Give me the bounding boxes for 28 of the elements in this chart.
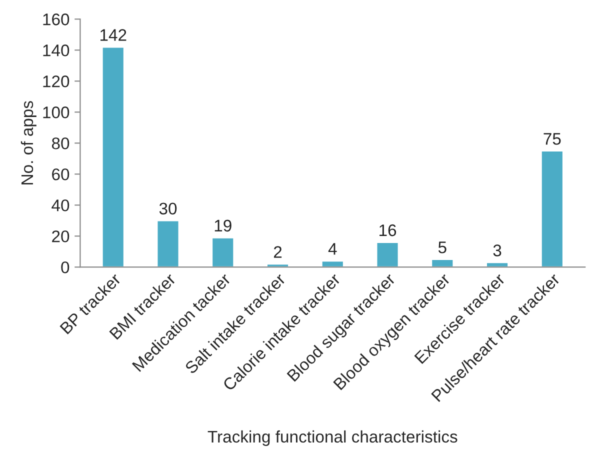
y-tick-label: 160 (43, 14, 70, 26)
y-tick-label: 80 (52, 138, 70, 150)
bar (540, 150, 564, 268)
bar (376, 242, 400, 268)
y-tick-label: 60 (52, 168, 70, 180)
data-label: 142 (100, 29, 126, 41)
data-label: 4 (328, 243, 337, 255)
data-label: 19 (214, 220, 232, 232)
data-label: 30 (159, 202, 177, 215)
data-label: 75 (544, 133, 561, 145)
bar (486, 262, 509, 268)
y-tick-label: 140 (43, 44, 70, 56)
y-tick-label: 100 (43, 106, 70, 118)
bar (320, 260, 344, 268)
y-tick-label: 40 (52, 199, 70, 212)
bar (101, 46, 125, 268)
bar (156, 220, 180, 268)
y-axis-title: No. of apps (20, 101, 36, 184)
data-label: 3 (493, 244, 502, 256)
data-label: 2 (274, 246, 282, 258)
y-tick-label: 0 (61, 261, 70, 274)
data-label: 5 (438, 242, 446, 254)
y-tick-label: 20 (52, 230, 70, 242)
bar (430, 258, 454, 268)
data-label: 16 (380, 224, 396, 236)
x-axis-title: Tracking functional characteristics (208, 430, 458, 446)
bar (211, 236, 235, 268)
y-tick-label: 120 (43, 76, 70, 88)
